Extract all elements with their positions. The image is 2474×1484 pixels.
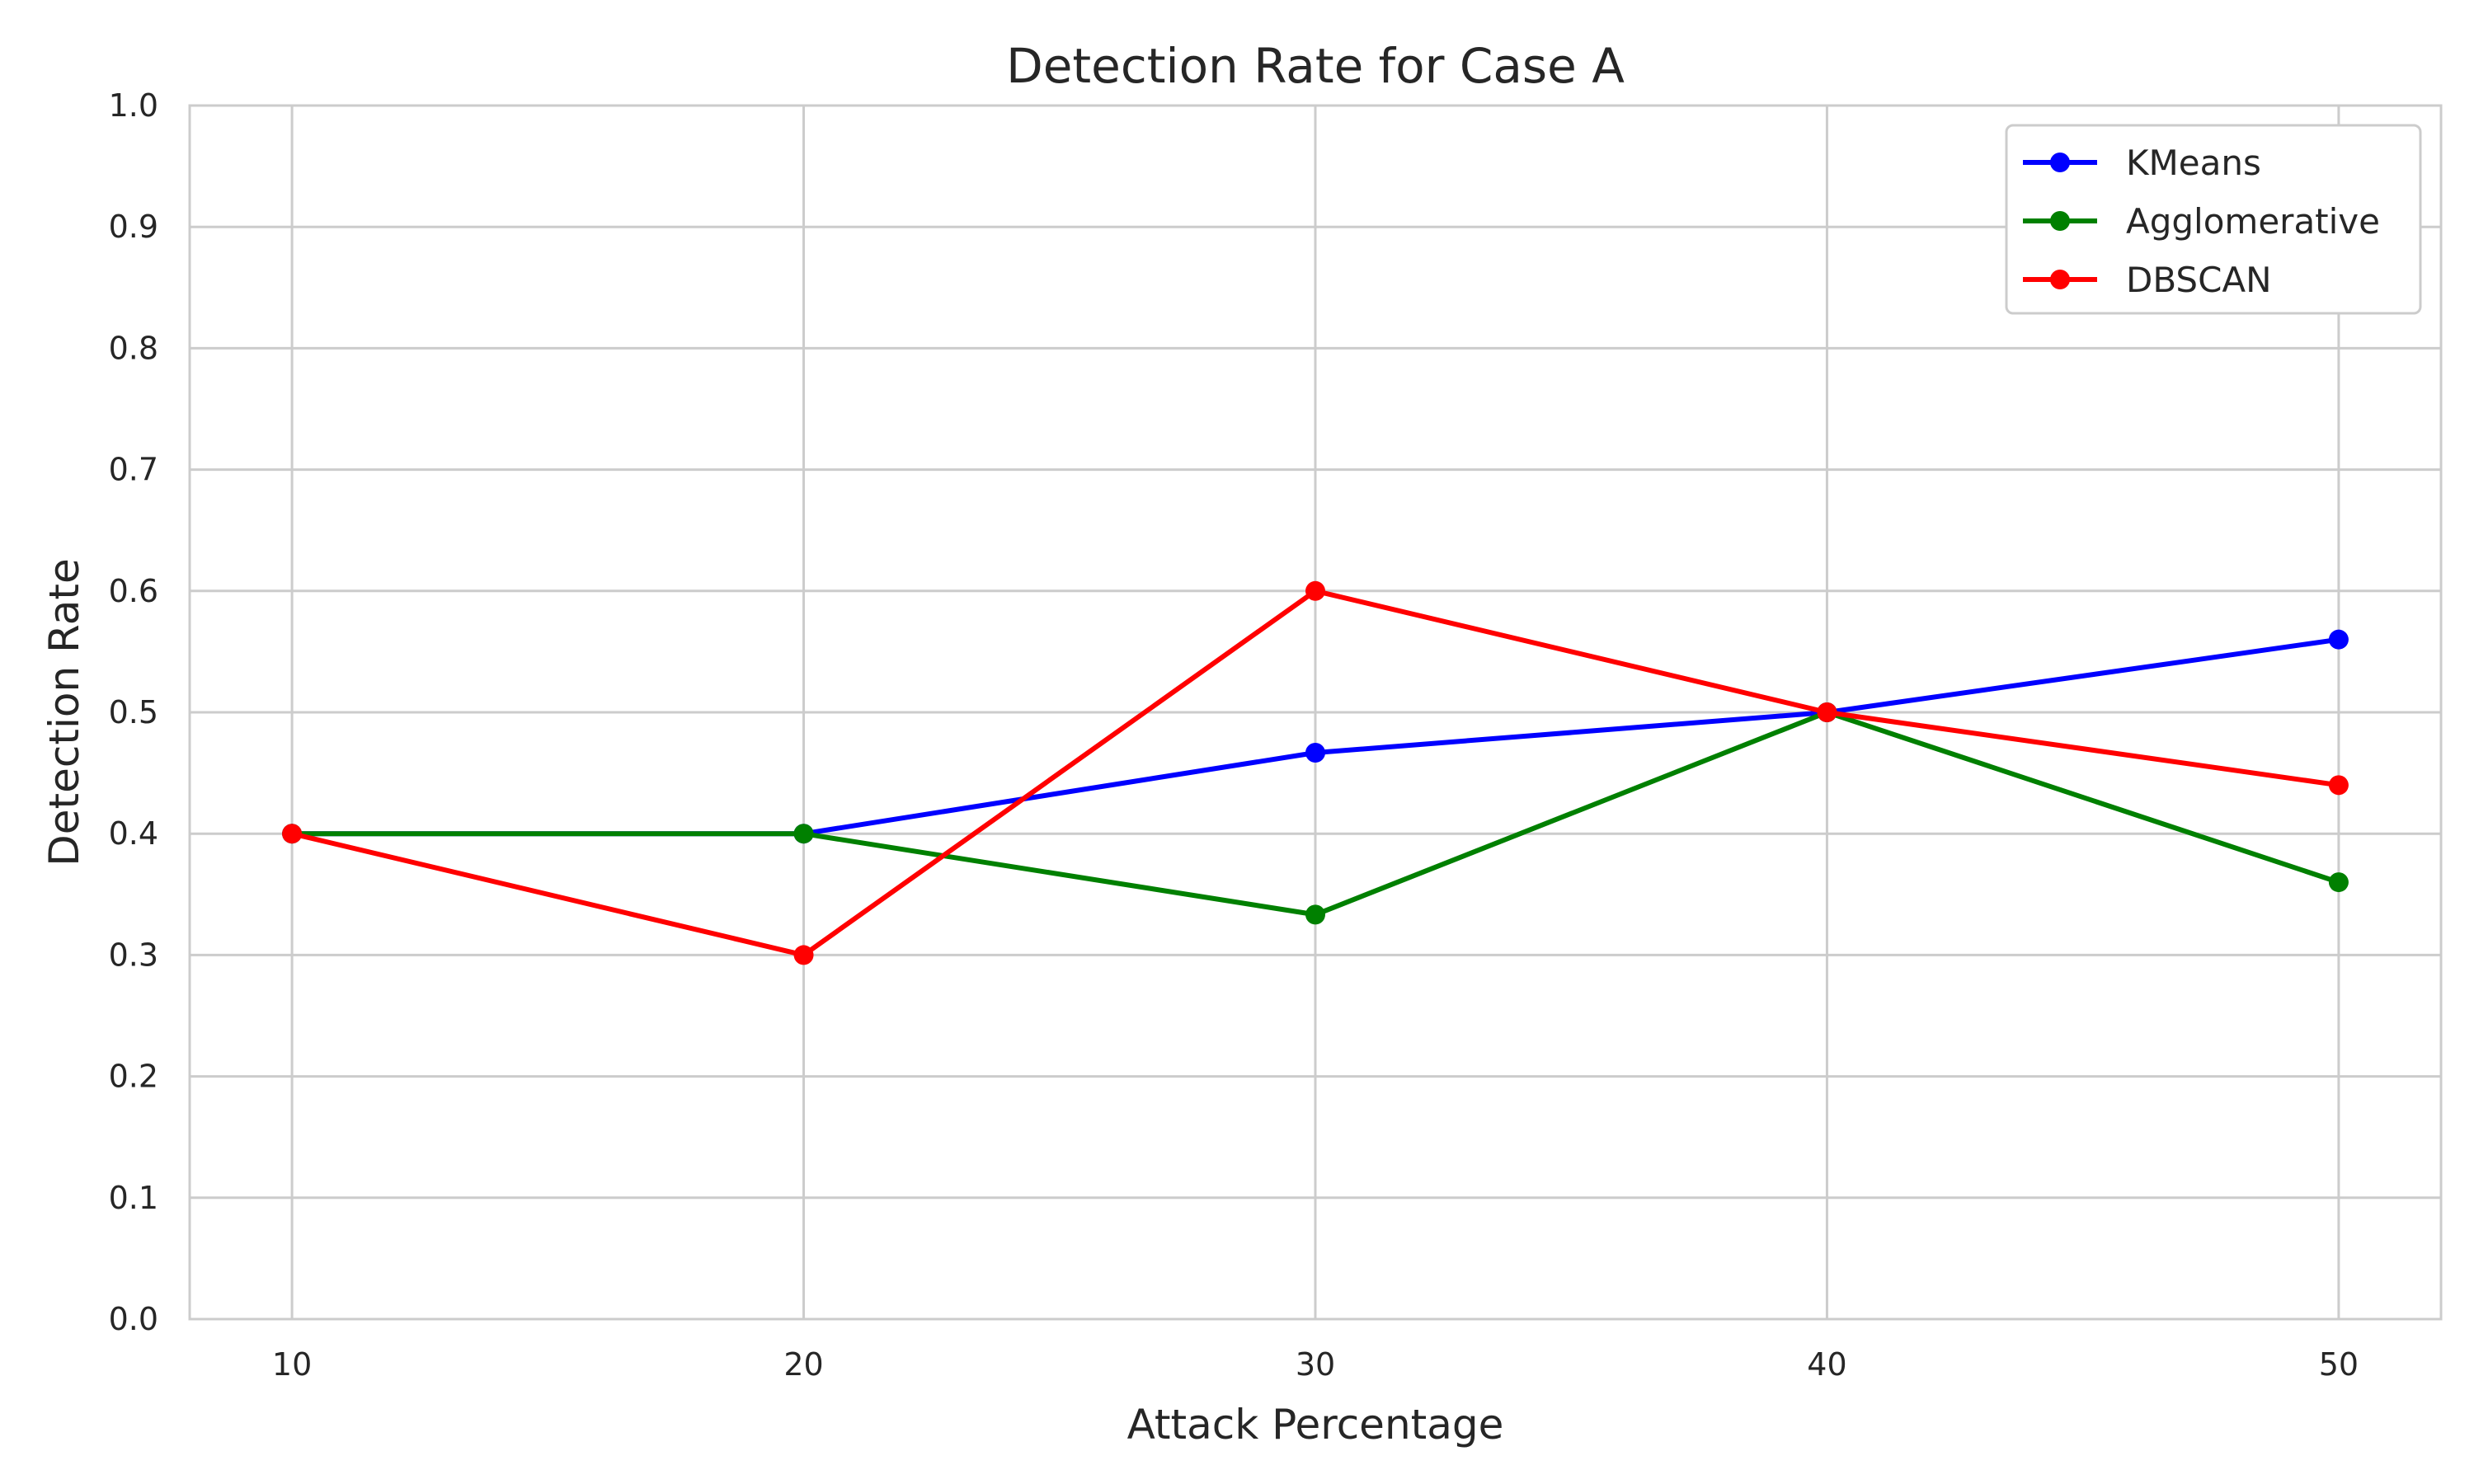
y-tick-label: 0.9 [109, 209, 158, 245]
y-tick-label: 0.8 [109, 330, 158, 366]
data-point-agglomerative [1305, 904, 1325, 925]
series [282, 580, 2349, 965]
y-tick-label: 1.0 [109, 87, 158, 124]
data-point-agglomerative [2328, 872, 2349, 893]
legend-item-kmeans: KMeans [2023, 143, 2261, 183]
legend-label: KMeans [2126, 143, 2261, 183]
y-tick-label: 0.3 [109, 937, 158, 973]
legend-box [2005, 124, 2422, 315]
legend-swatch-marker [2050, 211, 2070, 231]
legend-label: Agglomerative [2126, 201, 2380, 242]
data-point-dbscan [1305, 580, 1325, 601]
y-tick-label: 0.4 [109, 815, 158, 852]
data-point-agglomerative [793, 824, 814, 844]
y-axis-label: Detection Rate [40, 558, 88, 866]
data-point-kmeans [2328, 629, 2349, 650]
x-tick-label: 30 [1296, 1346, 1335, 1383]
data-point-dbscan [2328, 775, 2349, 796]
data-point-dbscan [282, 824, 303, 844]
legend-swatch-marker [2050, 153, 2070, 172]
legend-label: DBSCAN [2126, 260, 2272, 300]
legend-swatch-marker [2050, 270, 2070, 289]
y-tick-label: 0.0 [109, 1301, 158, 1337]
y-tick-label: 0.5 [109, 694, 158, 730]
x-tick-label: 20 [783, 1346, 823, 1383]
y-tick-label: 0.6 [109, 573, 158, 609]
tick-labels: 0.0 0.1 0.2 0.3 0.4 0.5 0.6 0.7 0.8 0.9 1.0 10 20 30 4… [109, 87, 2359, 1383]
legend-item-dbscan: DBSCAN [2023, 260, 2272, 300]
series-dbscan [282, 580, 2349, 965]
x-tick-label: 10 [272, 1346, 312, 1383]
plot-frame [188, 104, 2443, 1321]
y-tick-label: 0.7 [109, 452, 158, 488]
x-tick-label: 40 [1807, 1346, 1846, 1383]
x-axis-label: Attack Percentage [1127, 1401, 1504, 1449]
data-point-dbscan [793, 945, 814, 965]
data-point-kmeans [1305, 743, 1325, 763]
x-tick-label: 50 [2319, 1346, 2359, 1383]
legend-item-agglomerative: Agglomerative [2023, 201, 2380, 242]
y-tick-label: 0.1 [109, 1180, 158, 1216]
data-point-dbscan [1817, 702, 1837, 722]
legend: KMeans Agglomerative DBSCAN [2005, 124, 2422, 315]
y-tick-label: 0.2 [109, 1059, 158, 1095]
chart-title: Detection Rate for Case A [1006, 38, 1625, 94]
